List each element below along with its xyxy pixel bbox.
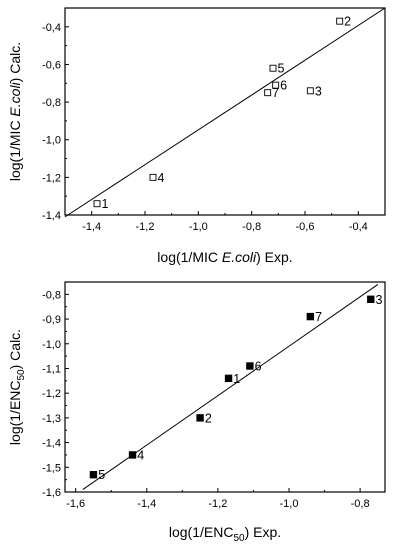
y-tick-label: -0,4 <box>42 22 61 34</box>
data-point-5 <box>269 64 277 72</box>
x-tick-label: -1,6 <box>66 498 85 510</box>
chart-2: -1,6 -1,4 -1,2 -1,0 -0,8 -1,6 -1,5 -1,4 -1,3 -1,2… <box>7 281 386 544</box>
x-tick-label: -0,4 <box>349 221 368 233</box>
y-tick-label: -0,8 <box>42 289 61 301</box>
x-axis-title-italic: E.coli <box>222 249 257 265</box>
y-tick-label: -0,9 <box>42 314 61 326</box>
x-axis-title: log(1/MIC E.coli) Exp. <box>157 249 292 265</box>
plot-frame <box>64 281 386 493</box>
x-tick-label: -0,8 <box>351 498 370 510</box>
point-label-3: 3 <box>315 84 322 98</box>
x-tick-label: -1,0 <box>280 498 299 510</box>
point-label-5: 5 <box>98 468 105 482</box>
y-axis-title-suffix: ) Calc. <box>7 329 23 369</box>
data-point-3 <box>367 295 375 303</box>
point-label-1: 1 <box>102 197 109 211</box>
x-tick-label: -0,6 <box>296 221 315 233</box>
data-point-4 <box>149 173 157 181</box>
y-tick-label: -1,4 <box>42 438 61 450</box>
y-tick-label: -0,8 <box>42 97 61 109</box>
x-axis-title-subscript: 50 <box>233 533 245 544</box>
x-tick-label: -0,8 <box>242 221 261 233</box>
data-point-1 <box>93 200 101 208</box>
point-label-1: 1 <box>233 372 240 386</box>
y-axis-title: log(1/ENC50) Calc. <box>7 329 27 445</box>
point-label-2: 2 <box>344 15 351 29</box>
data-point-7 <box>264 89 272 97</box>
data-point-3 <box>306 87 314 95</box>
y-tick-label: -1,6 <box>42 487 61 499</box>
y-axis-title-italic: E.coli <box>7 81 23 116</box>
y-axis-title-prefix: log(1/MIC <box>7 117 23 182</box>
point-label-4: 4 <box>137 448 144 462</box>
point-label-2: 2 <box>205 411 212 425</box>
y-tick-label: -1,0 <box>42 339 61 351</box>
point-label-6: 6 <box>280 79 287 93</box>
point-label-7: 7 <box>272 86 279 100</box>
y-tick-label: -1,0 <box>42 135 61 147</box>
y-axis-title-subscript: 50 <box>16 369 27 381</box>
data-point-6 <box>246 362 254 370</box>
chart-1: -1,4 -1,2 -1,0 -0,8 -0,6 -0,4 -1,4 -1,2 -1,0 -0,8… <box>7 7 386 265</box>
data-point-1 <box>224 374 233 383</box>
y-tick-label: -1,4 <box>42 210 61 222</box>
x-tick-label: -1,0 <box>189 221 208 233</box>
data-point-2 <box>196 414 204 422</box>
point-label-5: 5 <box>278 62 285 76</box>
y-tick-label: -0,6 <box>42 59 61 71</box>
x-axis-title-prefix: log(1/ENC <box>169 524 234 540</box>
y-axis-title-prefix: log(1/ENC <box>7 380 23 445</box>
point-label-7: 7 <box>315 310 322 324</box>
x-tick-label: -1,4 <box>137 498 156 510</box>
point-label-6: 6 <box>255 360 262 374</box>
data-point-4 <box>128 451 137 459</box>
data-point-5 <box>89 471 98 479</box>
x-tick-label: -1,4 <box>82 221 101 233</box>
point-label-4: 4 <box>158 171 165 185</box>
data-point-2 <box>336 17 344 25</box>
x-axis-title-suffix: ) Exp. <box>256 249 293 265</box>
y-axis-title: log(1/MIC E.coli) Calc. <box>7 42 23 181</box>
y-tick-label: -1,2 <box>42 388 61 400</box>
data-point-6 <box>272 81 280 89</box>
y-tick-label: -1,1 <box>42 363 61 375</box>
y-tick-label: -1,3 <box>42 413 61 425</box>
y-axis-title-suffix: ) Calc. <box>7 42 23 82</box>
data-point-7 <box>306 312 315 321</box>
x-tick-label: -1,2 <box>136 221 155 233</box>
x-axis-title-prefix: log(1/MIC <box>157 249 222 265</box>
point-label-3: 3 <box>376 293 383 307</box>
regression-line <box>64 7 386 218</box>
y-tick-label: -1,2 <box>42 172 61 184</box>
y-tick-label: -1,5 <box>42 462 61 474</box>
regression-line <box>82 284 379 490</box>
x-axis-title-suffix: ) Exp. <box>245 524 282 540</box>
x-axis-title: log(1/ENC50) Exp. <box>169 524 281 544</box>
x-tick-label: -1,2 <box>208 498 227 510</box>
